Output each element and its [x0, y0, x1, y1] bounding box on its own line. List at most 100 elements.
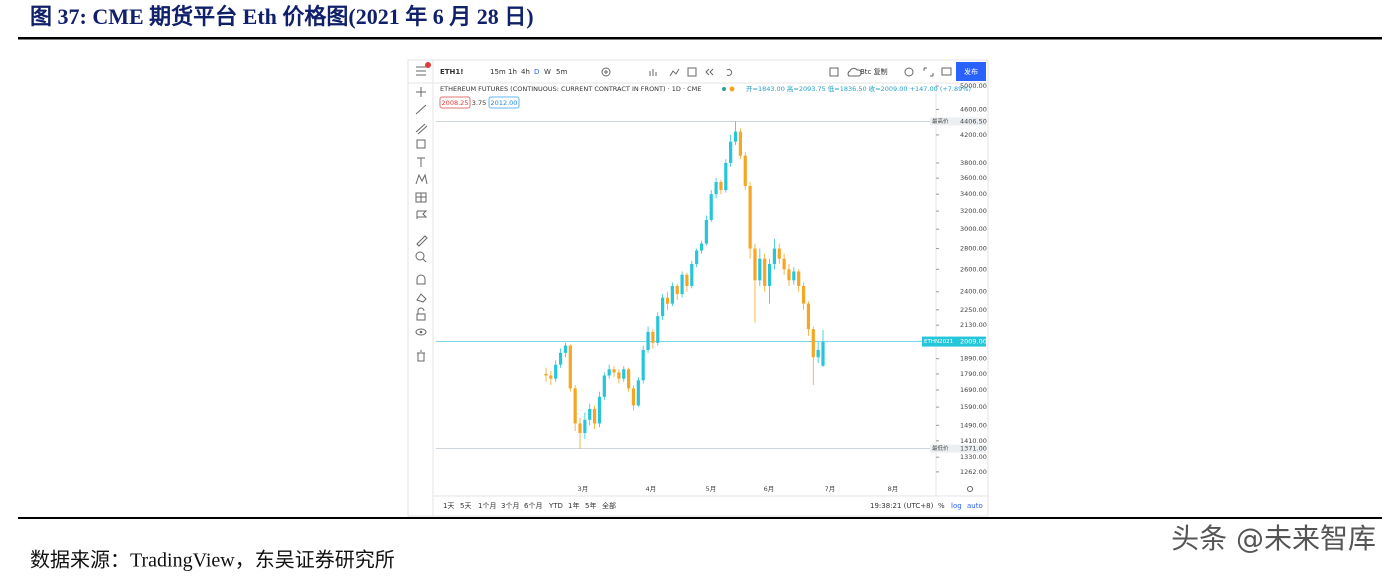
candle-body: [699, 243, 704, 251]
x-tick-label: 5月: [706, 485, 717, 493]
candle-body: [719, 182, 723, 191]
candle-body: [607, 369, 611, 376]
level-value: 4406.50: [960, 117, 987, 125]
candle-body: [627, 369, 631, 389]
candle-body: [651, 331, 655, 343]
toolbar-icons[interactable]: [601, 67, 952, 77]
x-tick-label: 7月: [825, 485, 836, 493]
y-tick-label: 2130.00: [960, 321, 987, 329]
candle-body: [811, 329, 815, 358]
bid: 2008.25: [442, 99, 469, 107]
range[interactable]: 6个月: [524, 502, 542, 510]
interval[interactable]: D: [534, 68, 539, 76]
candle-body: [806, 303, 811, 330]
y-tick-label: 3400.00: [960, 190, 987, 198]
level-tag: 最高价: [932, 117, 949, 125]
y-tick-label: 5000.00: [960, 82, 987, 90]
candle-body: [767, 263, 772, 286]
y-tick-label: 2800.00: [960, 245, 987, 253]
interval[interactable]: 4h: [521, 68, 530, 76]
candle-body: [617, 372, 621, 379]
candle-body: [792, 271, 796, 281]
percent-toggle[interactable]: %: [938, 502, 945, 510]
interval[interactable]: W: [544, 68, 551, 76]
interval[interactable]: 1h: [508, 68, 517, 76]
y-tick-label: 4600.00: [960, 105, 987, 113]
y-tick-label: 1590.00: [960, 403, 987, 411]
settings-icon[interactable]: [967, 486, 973, 492]
y-tick-label: 1690.00: [960, 386, 987, 394]
series-legend: ETHEREUM FUTURES (CONTINUOUS: CURRENT CO…: [440, 85, 701, 93]
candle-body: [583, 419, 587, 433]
y-tick-label: 2400.00: [960, 288, 987, 296]
interval[interactable]: 5m: [556, 68, 567, 76]
range[interactable]: 1年: [568, 501, 579, 510]
candle-body: [622, 369, 626, 379]
x-tick-label: 8月: [888, 485, 899, 493]
y-tick-label: 3000.00: [960, 225, 987, 233]
candle-body: [646, 331, 650, 350]
last-price-tag: ETHN2021: [924, 339, 953, 345]
range[interactable]: 全部: [602, 501, 616, 510]
auto-toggle[interactable]: auto: [967, 502, 983, 510]
candle-body: [544, 373, 548, 376]
range[interactable]: 1天: [443, 502, 454, 510]
last-price-box: [922, 336, 986, 347]
ohlc: 开=1843.00 高=2093.75 低=1836.50 收=2009.00 …: [746, 84, 971, 93]
candle-body: [782, 258, 786, 270]
source: 数据来源：TradingView，东吴证券研究所: [30, 549, 395, 572]
candle-body: [738, 131, 742, 156]
interval[interactable]: 15m: [490, 68, 506, 76]
publish-button[interactable]: [956, 62, 986, 81]
range[interactable]: 3个月: [501, 502, 519, 510]
symbol[interactable]: ETH1!: [440, 68, 463, 76]
y-tick-label: 2600.00: [960, 265, 987, 273]
bid-box: [439, 96, 471, 109]
candle-body: [695, 250, 699, 264]
y-tick-label: 2250.00: [960, 306, 987, 314]
range[interactable]: 5天: [460, 502, 471, 510]
candle-body: [563, 345, 568, 353]
range[interactable]: YTD: [548, 502, 563, 510]
candle-body: [558, 352, 563, 365]
candle-body: [665, 297, 670, 304]
level-box: [930, 117, 986, 126]
candle-body: [661, 297, 665, 317]
candle-body: [578, 423, 582, 433]
log-toggle[interactable]: log: [951, 502, 962, 510]
y-tick-label: 1790.00: [960, 370, 987, 378]
candle-body: [714, 182, 718, 195]
candle-body: [821, 341, 825, 366]
candle-body: [748, 186, 752, 249]
candle-body: [636, 380, 640, 406]
status-dot: [722, 87, 726, 91]
candle-body: [743, 155, 747, 187]
candle-body: [797, 271, 801, 286]
range[interactable]: 5年: [585, 501, 596, 510]
clock: 19:38:21 (UTC+8): [870, 502, 934, 510]
candle-body: [612, 369, 616, 373]
candle-body: [641, 349, 645, 381]
drawing-tools[interactable]: [415, 62, 431, 362]
publish-label[interactable]: 发布: [964, 67, 978, 76]
status-dot: [729, 86, 735, 92]
title-rule: [18, 37, 1382, 40]
intervals: 15m 1h 4h D W 5m: [490, 68, 567, 76]
level-box: [930, 444, 986, 453]
figure-title: 图 37: CME 期货平台 Eth 价格图(2021 年 6 月 28 日): [30, 4, 534, 29]
y-tick-label: 3800.00: [960, 159, 987, 167]
candle-body: [724, 162, 728, 191]
spread: 3.75: [472, 99, 486, 107]
level-value: 1371.00: [960, 445, 987, 453]
candle-body: [568, 345, 572, 389]
compare[interactable]: Btc 复制: [860, 67, 888, 76]
candle-body: [573, 388, 577, 424]
candle-body: [602, 375, 606, 397]
candle-body: [758, 258, 762, 281]
x-tick-label: 3月: [578, 485, 589, 493]
range[interactable]: 1个月: [478, 502, 496, 510]
candle-body: [709, 194, 713, 221]
candle-body: [733, 131, 738, 142]
x-tick-label: 4月: [646, 485, 657, 493]
